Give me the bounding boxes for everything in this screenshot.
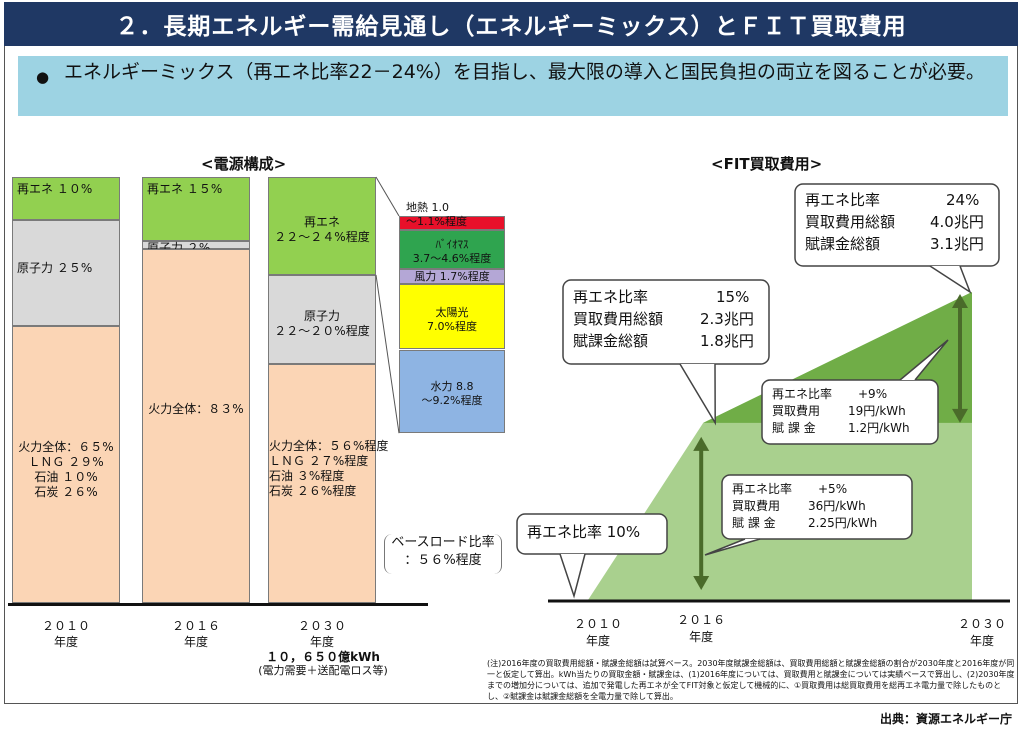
- demand-2030: １０，６５０億kWh: [266, 650, 380, 664]
- left-baseline: [8, 603, 428, 606]
- footnote: (注)2016年度の買取費用総額・賦課金総額は試算ベース。2030年度賦課金総額…: [487, 659, 1015, 701]
- callout-box-inc9: [761, 379, 939, 445]
- arrow-2016-head-up: [693, 436, 710, 451]
- slide-title: ２．長期エネルギー需給見通し（エネルギーミックス）とＦＩＴ買取費用: [4, 2, 1018, 46]
- power-mix-chart: 再エネ １０% 原子力 ２５% 火力全体：６５% ＬＮＧ ２９% 石油 １０% 石炭…: [0, 0, 520, 700]
- year-label-unit: 年度: [53, 635, 78, 649]
- bar-２０１６-renewable: 再エネ １５%: [142, 177, 250, 241]
- segment-label: 原子力 ２２～２０%程度: [274, 308, 370, 338]
- bar-２０１０-nuclear: 原子力 ２５%: [12, 219, 120, 327]
- breakdown-label: 風力 1.7%程度: [414, 270, 490, 284]
- arrow-2030-head-down: [952, 408, 968, 423]
- breakdown-wind: 風力 1.7%程度: [399, 268, 505, 285]
- callout-tail-y2010: [559, 553, 586, 599]
- breakdown-label: 太陽光 7.0%程度: [427, 305, 477, 333]
- callout-tail-y2016: [679, 363, 716, 426]
- segment-label: 原子力 ２５%: [17, 260, 93, 275]
- segment-label: 火力全体：５６%程度 ＬＮＧ ２７%程度 石油 ３%程度 石炭 ２６%程度: [269, 439, 389, 498]
- bar-２０１０-renewable: 再エネ １０%: [12, 177, 120, 220]
- callout-box-y2016: [562, 279, 770, 365]
- breakdown-label: ﾊﾞｲｵﾏｽ 3.7～4.6%程度: [412, 238, 492, 266]
- connector-line: [375, 176, 400, 217]
- arrow-2030-head-up: [952, 294, 968, 308]
- breakdown-biomass: ﾊﾞｲｵﾏｽ 3.7～4.6%程度: [399, 230, 505, 269]
- year-label-２０３０: ２０３０ 年度: [268, 619, 376, 649]
- breakdown-label: 水力 8.8 ～9.2%程度: [421, 380, 483, 408]
- source-credit: 出典：資源エネルギー庁: [879, 712, 1012, 726]
- callout-box-y2010: [516, 513, 668, 555]
- summary-text: エネルギーミックス（再エネ比率22－24%）を目指し、最大限の導入と国民負担の両…: [64, 61, 985, 83]
- right-section-title: <FIT買取費用>: [711, 155, 823, 173]
- left-section-title: <電源構成>: [201, 155, 287, 173]
- breakdown-solar: 太陽光 7.0%程度: [399, 284, 505, 350]
- segment-label: 再エネ １０%: [17, 182, 93, 196]
- bar-２０１６-thermal: 火力全体：８３%: [142, 249, 250, 603]
- year-label-unit: 年度: [183, 635, 208, 649]
- arrow-2016-head-down: [693, 576, 710, 590]
- breakdown-hydro: 水力 8.8 ～9.2%程度: [399, 349, 505, 434]
- bar-２０３０-thermal: 火力全体：５６%程度 ＬＮＧ ２７%程度 石油 ３%程度 石炭 ２６%程度: [268, 364, 388, 603]
- segment-label: 再エネ １５%: [147, 182, 223, 196]
- callout-tail-inc9: [899, 339, 949, 381]
- breakdown-label: 地熱 1.0 ～1.1%程度: [406, 201, 467, 228]
- connector-line: [375, 274, 400, 434]
- year-label-２０１０: ２０１０ 年度: [12, 619, 120, 649]
- year-label-value: ２０１６: [171, 619, 220, 633]
- callout-tail-inc5: [704, 538, 761, 556]
- demand-note: (電力需要＋送配電ロス等): [258, 664, 388, 677]
- year-label-value: ２０１０: [41, 619, 90, 633]
- bar-２０３０-renewable: 再エネ ２２～２４%程度: [268, 177, 376, 275]
- year-label-２０１６: ２０１６ 年度: [142, 619, 250, 649]
- year-label-value: ２０３０: [297, 619, 346, 633]
- callout-tail-y2030: [929, 265, 972, 294]
- callout-box-y2030: [794, 183, 1000, 267]
- breakdown-connector: [375, 176, 400, 434]
- segment-label: 火力全体：８３%: [148, 402, 244, 417]
- bar-２０３０-nuclear: 原子力 ２２～２０%程度: [268, 274, 376, 365]
- segment-label: 火力全体：６５% ＬＮＧ ２９% 石油 １０% 石炭 ２６%: [18, 439, 114, 499]
- callout-box-inc5: [721, 474, 913, 540]
- bullet-icon: ●: [36, 68, 50, 86]
- summary-banner: ● エネルギーミックス（再エネ比率22－24%）を目指し、最大限の導入と国民負担…: [18, 56, 1008, 116]
- breakdown-geothermal: 地熱 1.0 ～1.1%程度: [399, 201, 505, 230]
- year-label-unit: 年度: [309, 635, 334, 649]
- bar-２０１０-thermal: 火力全体：６５% ＬＮＧ ２９% 石油 １０% 石炭 ２６%: [12, 326, 120, 603]
- baseload-note: ベースロード比率 ：５６%程度: [384, 534, 502, 574]
- segment-label: 再エネ ２２～２４%程度: [274, 214, 370, 244]
